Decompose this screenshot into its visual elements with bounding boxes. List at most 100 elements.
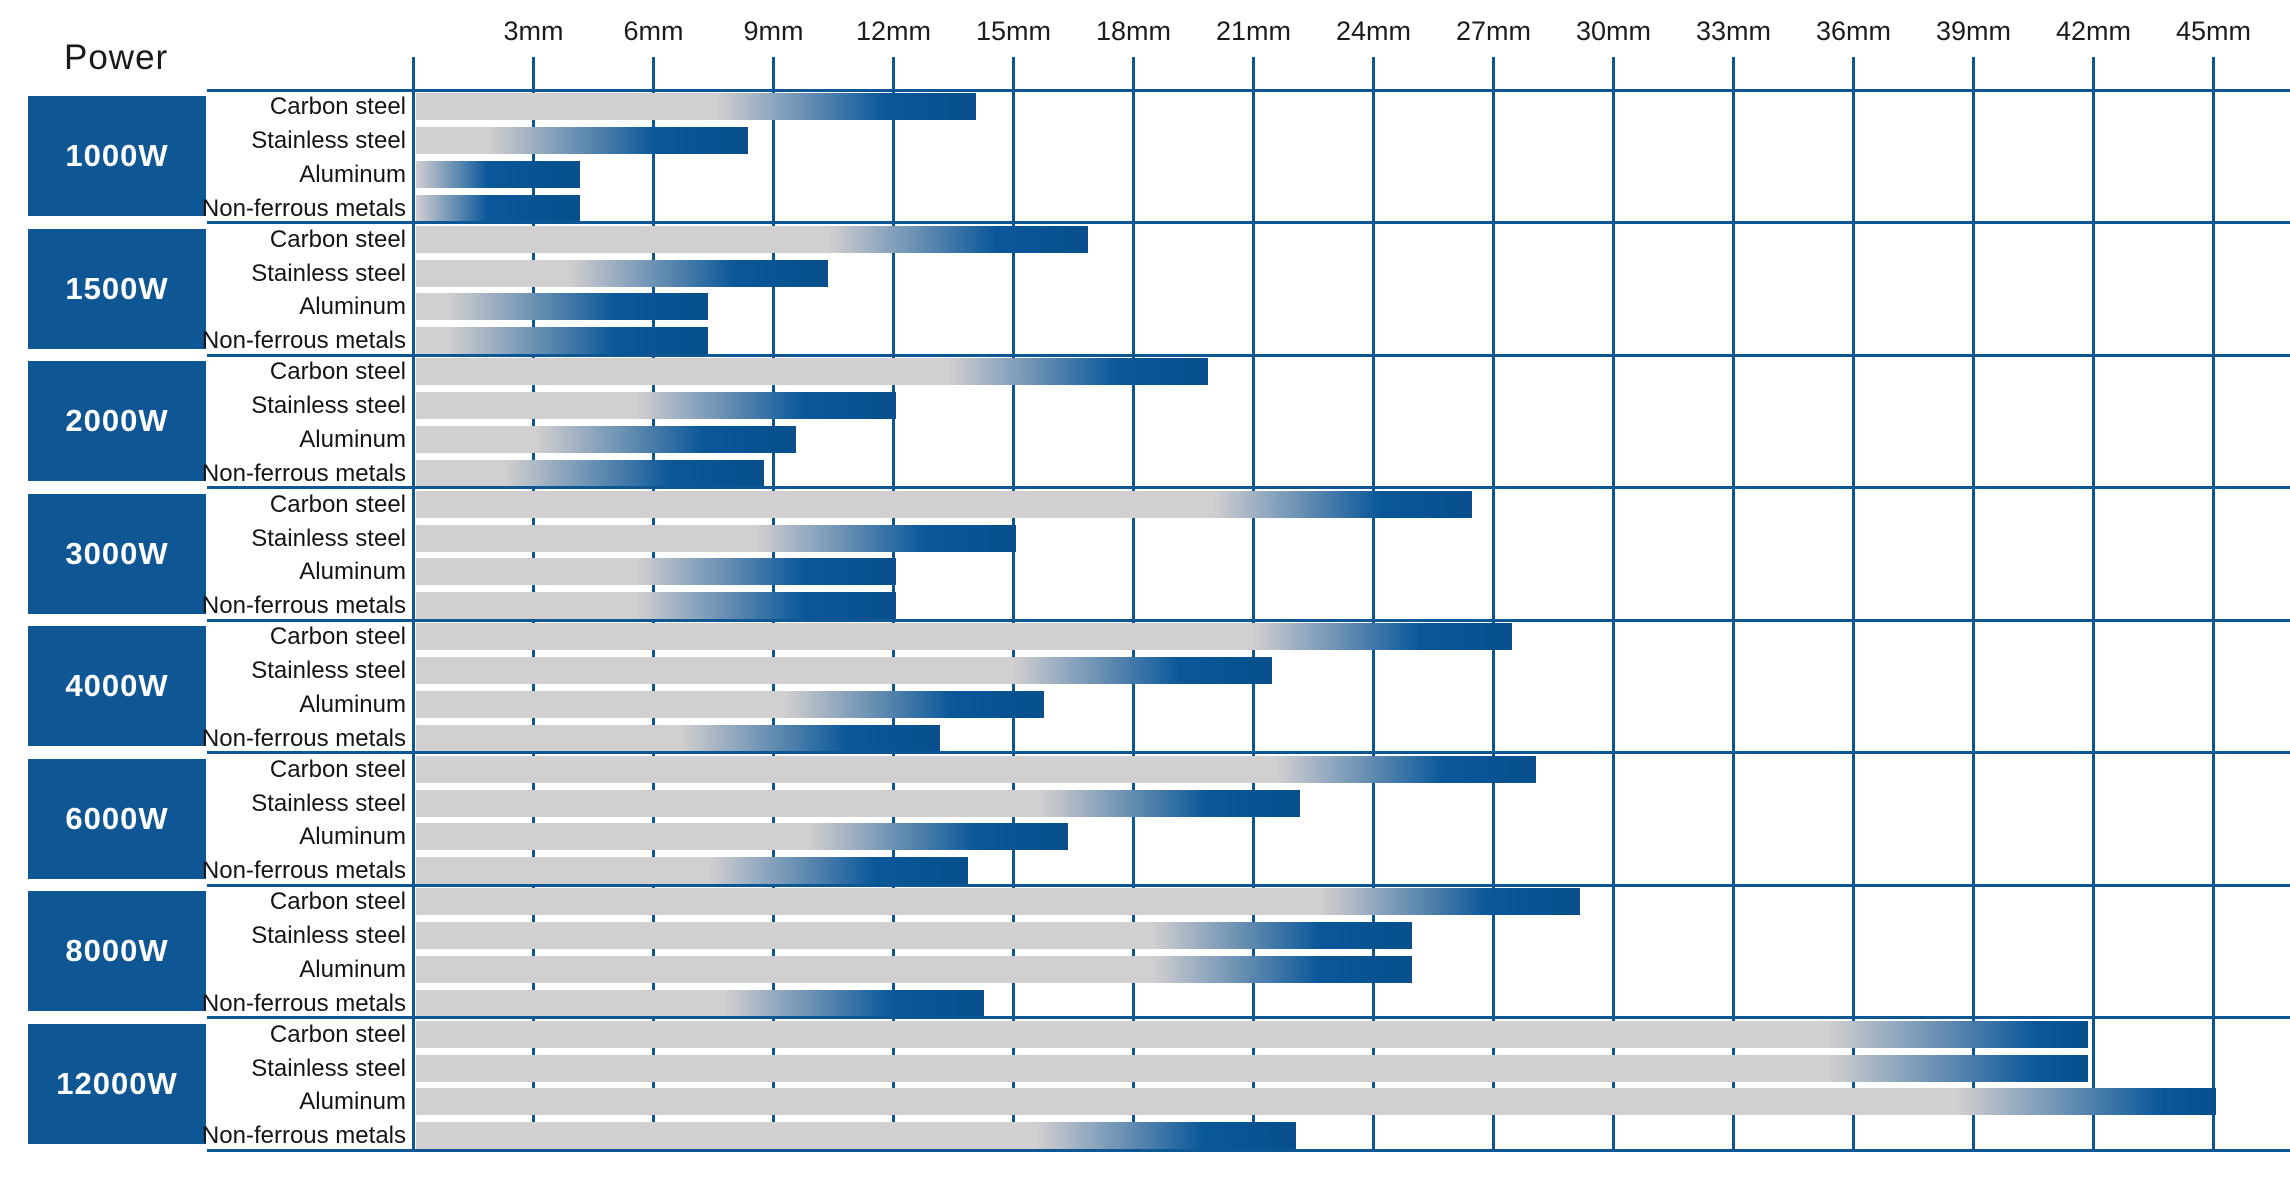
material-label-6000W-aluminum: Aluminum (299, 823, 406, 851)
material-label-2000W-non-ferrous-metals: Non-ferrous metals (201, 459, 406, 487)
material-label-1500W-stainless-steel: Stainless steel (251, 259, 406, 287)
material-label-4000W-carbon-steel: Carbon steel (269, 623, 406, 651)
gridline-42mm (2092, 57, 2095, 1150)
axis-tick-label-45mm: 45mm (2175, 16, 2251, 46)
material-label-8000W-non-ferrous-metals: Non-ferrous metals (201, 989, 406, 1017)
thickness-bar-8000W-carbon-steel (416, 888, 1580, 916)
material-label-2000W-stainless-steel: Stainless steel (251, 392, 406, 419)
thickness-bar-3000W-non-ferrous-metals (416, 592, 896, 620)
thickness-bar-1500W-carbon-steel (416, 225, 1088, 253)
thickness-bar-2000W-aluminum (416, 425, 796, 453)
thickness-bar-6000W-non-ferrous-metals (416, 857, 968, 885)
axis-tick-label-30mm: 30mm (1575, 16, 1651, 46)
chart-title: Power (64, 38, 169, 77)
thickness-bar-4000W-aluminum (416, 690, 1044, 718)
axis-tick-label-24mm: 24mm (1335, 16, 1411, 46)
thickness-bar-3000W-aluminum (416, 558, 896, 586)
material-label-3000W-non-ferrous-metals: Non-ferrous metals (201, 592, 406, 620)
material-label-1000W-aluminum: Aluminum (299, 160, 406, 188)
thickness-bar-12000W-carbon-steel (416, 1020, 2088, 1048)
power-box-1500W: 1500W (28, 228, 206, 349)
axis-tick-label-3mm: 3mm (503, 16, 564, 46)
material-label-12000W-non-ferrous-metals: Non-ferrous metals (201, 1122, 406, 1150)
power-box-8000W: 8000W (28, 891, 206, 1012)
material-label-1000W-non-ferrous-metals: Non-ferrous metals (201, 194, 406, 222)
material-label-4000W-non-ferrous-metals: Non-ferrous metals (201, 724, 406, 752)
axis-tick-label-6mm: 6mm (623, 16, 684, 46)
axis-tick-label-33mm: 33mm (1695, 16, 1771, 46)
material-label-1000W-carbon-steel: Carbon steel (269, 93, 406, 121)
thickness-bar-6000W-aluminum (416, 823, 1068, 851)
material-label-12000W-stainless-steel: Stainless steel (251, 1054, 406, 1082)
gridline-30mm (1612, 57, 1615, 1150)
thickness-bar-12000W-stainless-steel (416, 1054, 2088, 1082)
gridline-39mm (1972, 57, 1975, 1150)
thickness-bar-6000W-carbon-steel (416, 755, 1536, 783)
thickness-bar-1000W-aluminum (416, 160, 580, 188)
axis-tick-label-42mm: 42mm (2055, 16, 2131, 46)
material-label-3000W-carbon-steel: Carbon steel (269, 490, 406, 518)
axis-tick-label-39mm: 39mm (1935, 16, 2011, 46)
thickness-bar-1000W-carbon-steel (416, 93, 976, 121)
gridline-15mm (1012, 57, 1015, 1150)
material-label-12000W-aluminum: Aluminum (299, 1088, 406, 1116)
gridline-24mm (1372, 57, 1375, 1150)
axis-tick-label-21mm: 21mm (1215, 16, 1291, 46)
material-label-8000W-stainless-steel: Stainless steel (251, 922, 406, 949)
x-axis-line (207, 1148, 2290, 1152)
block-border-line (207, 883, 2290, 887)
thickness-bar-1500W-stainless-steel (416, 259, 828, 287)
thickness-bar-3000W-stainless-steel (416, 524, 1016, 552)
power-box-1000W: 1000W (28, 96, 206, 217)
gridline-18mm (1132, 57, 1135, 1150)
material-label-2000W-carbon-steel: Carbon steel (269, 358, 406, 386)
thickness-bar-4000W-carbon-steel (416, 623, 1512, 651)
thickness-bar-2000W-non-ferrous-metals (416, 459, 764, 487)
thickness-bar-8000W-aluminum (416, 955, 1412, 983)
block-border-line (207, 1016, 2290, 1019)
material-label-12000W-carbon-steel: Carbon steel (269, 1020, 406, 1048)
power-box-3000W: 3000W (28, 493, 206, 614)
material-label-1000W-stainless-steel: Stainless steel (251, 127, 406, 154)
thickness-bar-2000W-carbon-steel (416, 358, 1208, 386)
block-border-line (207, 486, 2290, 489)
thickness-bar-4000W-stainless-steel (416, 657, 1272, 684)
thickness-bar-3000W-carbon-steel (416, 490, 1472, 518)
material-label-1500W-carbon-steel: Carbon steel (269, 225, 406, 253)
block-border-line (207, 751, 2290, 754)
thickness-bar-12000W-aluminum (416, 1088, 2216, 1116)
thickness-bar-8000W-stainless-steel (416, 922, 1412, 949)
thickness-bar-1500W-non-ferrous-metals (416, 327, 708, 355)
block-border-line (207, 88, 2290, 92)
thickness-bar-8000W-non-ferrous-metals (416, 989, 984, 1017)
material-label-4000W-aluminum: Aluminum (299, 690, 406, 718)
power-box-12000W: 12000W (28, 1023, 206, 1144)
gridline-21mm (1252, 57, 1255, 1150)
material-label-1500W-non-ferrous-metals: Non-ferrous metals (201, 327, 406, 355)
axis-tick-label-9mm: 9mm (743, 16, 804, 46)
material-label-1500W-aluminum: Aluminum (299, 293, 406, 321)
thickness-bar-12000W-non-ferrous-metals (416, 1122, 1296, 1150)
axis-tick-label-36mm: 36mm (1815, 16, 1891, 46)
material-label-3000W-stainless-steel: Stainless steel (251, 524, 406, 552)
material-label-8000W-carbon-steel: Carbon steel (269, 888, 406, 916)
gridline-27mm (1492, 57, 1495, 1150)
axis-tick-label-12mm: 12mm (855, 16, 931, 46)
thickness-bar-6000W-stainless-steel (416, 789, 1300, 817)
material-label-6000W-carbon-steel: Carbon steel (269, 755, 406, 783)
thickness-bar-1000W-non-ferrous-metals (416, 194, 580, 222)
thickness-bar-1500W-aluminum (416, 293, 708, 321)
gridline-36mm (1852, 57, 1855, 1150)
material-label-4000W-stainless-steel: Stainless steel (251, 657, 406, 684)
power-box-4000W: 4000W (28, 626, 206, 747)
y-axis-line (412, 57, 415, 1150)
material-label-6000W-stainless-steel: Stainless steel (251, 789, 406, 817)
thickness-bar-4000W-non-ferrous-metals (416, 724, 940, 752)
axis-tick-label-27mm: 27mm (1455, 16, 1531, 46)
power-box-2000W: 2000W (28, 361, 206, 482)
axis-tick-label-15mm: 15mm (975, 16, 1051, 46)
material-label-8000W-aluminum: Aluminum (299, 955, 406, 983)
material-label-6000W-non-ferrous-metals: Non-ferrous metals (201, 857, 406, 885)
block-border-line (207, 353, 2290, 357)
